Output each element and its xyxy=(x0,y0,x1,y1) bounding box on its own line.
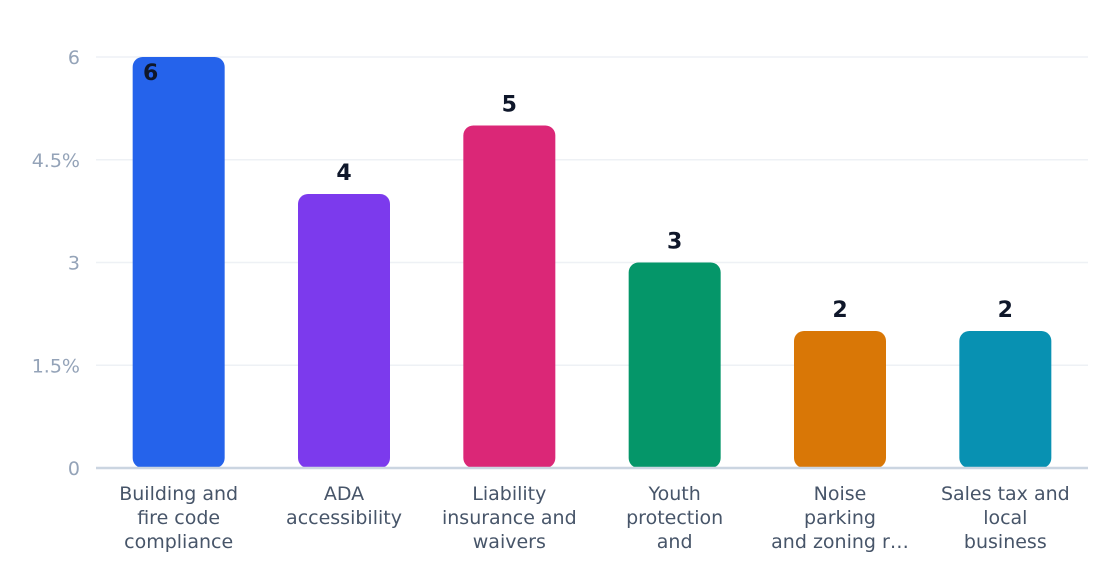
x-tick-label: fire code xyxy=(137,507,220,529)
bar xyxy=(132,57,225,468)
x-tick-label: waivers xyxy=(473,531,546,553)
x-tick-label: parking xyxy=(804,507,876,529)
x-tick-label: Liability xyxy=(472,483,546,505)
x-tick-label: business xyxy=(964,531,1047,553)
bar xyxy=(463,125,556,468)
bar xyxy=(794,331,886,468)
x-tick-label: ADA xyxy=(324,483,364,505)
x-tick-label: and xyxy=(657,531,693,553)
y-tick-label: 0 xyxy=(68,458,80,480)
x-tick-label: Noise xyxy=(814,483,867,505)
data-label: 2 xyxy=(832,298,847,323)
y-tick-label: 3 xyxy=(68,253,80,275)
data-label: 2 xyxy=(998,298,1013,323)
data-label: 3 xyxy=(667,230,682,255)
y-tick-label: 4.5% xyxy=(32,150,80,172)
x-tick-label: protection xyxy=(626,507,723,529)
y-tick-label: 1.5% xyxy=(32,355,80,377)
x-tick-label: insurance and xyxy=(442,507,577,529)
bar xyxy=(628,262,721,468)
data-label: 4 xyxy=(336,161,351,186)
grid-layer xyxy=(96,56,1088,366)
x-tick-label: Youth xyxy=(648,483,701,505)
x-tick-label: compliance xyxy=(124,531,233,553)
bar xyxy=(959,331,1052,468)
bar xyxy=(298,194,390,468)
x-tick-label: Building and xyxy=(119,483,238,505)
data-label: 5 xyxy=(502,93,517,118)
x-tick-label: Sales tax and xyxy=(941,483,1070,505)
x-tick-label: accessibility xyxy=(286,507,402,529)
bars-layer xyxy=(132,57,1052,468)
x-tick-label: and zoning r… xyxy=(771,531,909,553)
data-label: 6 xyxy=(143,61,158,86)
x-tick-label: local xyxy=(983,507,1027,529)
y-tick-label: 6 xyxy=(68,47,80,69)
